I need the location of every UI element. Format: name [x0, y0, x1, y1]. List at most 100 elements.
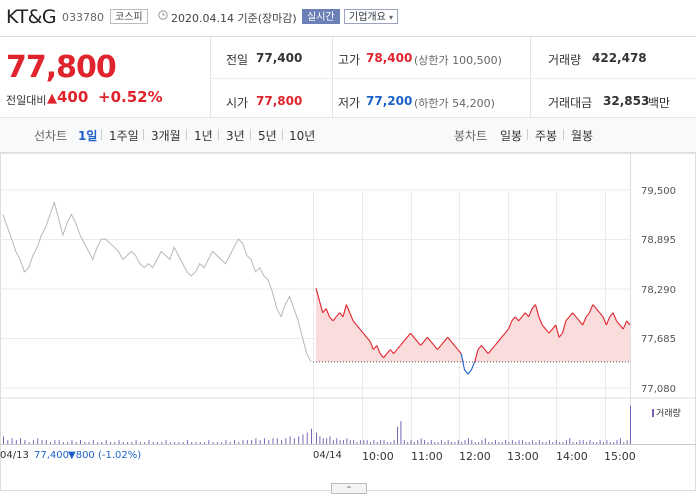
volume-bar — [50, 442, 52, 444]
date-label: 2020.04.14 기준(장마감) — [171, 12, 297, 25]
volume-bar — [285, 438, 287, 444]
divider — [563, 129, 564, 140]
volume-legend-label: 거래량 — [656, 409, 681, 419]
volume-bar — [186, 440, 188, 444]
volume-value: 422,478 — [592, 51, 647, 65]
volume-bar — [413, 442, 415, 444]
volume-bar — [528, 442, 530, 444]
down-arrow-icon: ▼ — [68, 450, 76, 461]
volume-bar — [80, 440, 81, 444]
volume-bar — [444, 442, 446, 444]
volume-bar — [45, 440, 47, 444]
volume-bar — [461, 442, 463, 444]
today-series-segment — [582, 316, 587, 326]
price-chart[interactable] — [0, 152, 696, 497]
volume-bar — [322, 438, 324, 444]
upper-limit: (상한가 100,500) — [414, 54, 502, 67]
y-tick-label: 78,895 — [641, 235, 676, 246]
stock-name: KT&G — [6, 6, 57, 28]
up-arrow-icon: ▲ — [47, 91, 57, 106]
x-tick-label: 11:00 — [411, 450, 443, 463]
tab-3y[interactable]: 3년 — [226, 129, 245, 143]
today-series-segment — [558, 332, 563, 338]
volume-bar — [400, 421, 402, 444]
realtime-badge[interactable]: 실시간 — [302, 9, 340, 24]
volume-bar — [410, 440, 412, 444]
volume-bar — [366, 440, 368, 444]
chevron-down-icon: ▾ — [389, 13, 394, 22]
today-series-segment — [372, 345, 378, 350]
volume-bar — [165, 440, 167, 444]
today-series-segment — [393, 349, 398, 354]
volume-bar — [545, 442, 547, 444]
volume-bar — [122, 442, 124, 444]
volume-bar — [484, 438, 486, 444]
today-series-segment — [366, 336, 371, 342]
volume-bar — [268, 440, 270, 444]
tab-1d[interactable]: 1일 — [78, 129, 98, 143]
volume-bar — [599, 440, 601, 444]
volume-bar — [37, 438, 39, 444]
today-series-segment — [497, 336, 503, 342]
x-tick-label: 12:00 — [459, 450, 491, 463]
volume-bar — [565, 440, 567, 444]
volume-bar — [114, 442, 116, 444]
volume-bar — [582, 440, 584, 444]
today-series-segment — [616, 320, 621, 326]
volume-bar — [41, 440, 43, 444]
today-series-segment — [450, 341, 455, 346]
tab-1y[interactable]: 1년 — [194, 129, 213, 143]
high-label: 고가 — [338, 53, 361, 67]
volume-bar — [525, 442, 527, 444]
today-series-segment — [507, 320, 513, 330]
today-series-segment — [464, 369, 469, 375]
tab-monthly-candle[interactable]: 월봉 — [571, 129, 594, 143]
today-series-segment — [474, 349, 479, 362]
today-series-segment — [403, 336, 408, 342]
volume-bar — [15, 440, 17, 444]
prev-day-date: 04/13 — [0, 450, 29, 461]
today-series-segment — [454, 345, 459, 350]
volume-bar — [302, 434, 304, 444]
today-series-segment — [548, 328, 553, 334]
volume-bar — [552, 442, 554, 444]
volume-bar — [548, 440, 550, 444]
volume-bar — [131, 442, 133, 444]
tab-5y[interactable]: 5년 — [258, 129, 277, 143]
volume-bar — [542, 442, 544, 444]
tab-daily-candle[interactable]: 일봉 — [500, 129, 523, 143]
volume-bar — [427, 442, 429, 444]
x-tick-label: 13:00 — [507, 450, 539, 463]
volume-bar — [440, 440, 442, 444]
volume-bar — [28, 442, 30, 444]
change-value: ▲400 — [47, 88, 88, 106]
today-series-segment — [524, 312, 530, 318]
volume-bar — [535, 442, 537, 444]
volume-bar — [234, 440, 235, 444]
volume-bar — [491, 442, 493, 444]
today-series-segment — [362, 332, 368, 338]
company-info-dropdown[interactable]: 기업개요 ▾ — [344, 9, 399, 24]
volume-bar — [501, 442, 503, 444]
today-series-segment — [626, 320, 631, 326]
volume-bar — [575, 442, 577, 444]
tab-3m[interactable]: 3개월 — [151, 129, 181, 143]
tab-weekly-candle[interactable]: 주봉 — [535, 129, 558, 143]
today-series-segment — [420, 341, 425, 346]
volume-bar — [346, 438, 348, 444]
divider — [101, 129, 102, 140]
tab-1w[interactable]: 1주일 — [109, 129, 139, 143]
y-tick-label: 77,080 — [641, 384, 676, 395]
volume-bar — [139, 442, 141, 444]
today-series-segment — [555, 324, 560, 338]
x-tick-label: 15:00 — [604, 450, 636, 463]
prev-close-label: 전일 — [226, 53, 249, 67]
volume-bar — [311, 428, 312, 444]
today-series-segment — [322, 308, 327, 314]
tab-10y[interactable]: 10년 — [289, 129, 316, 143]
chart-collapse-handle[interactable]: ⌃ — [331, 483, 367, 494]
volume-bar — [386, 442, 388, 444]
volume-bar — [457, 440, 459, 444]
volume-bar — [54, 440, 56, 444]
today-series-segment — [399, 341, 405, 346]
